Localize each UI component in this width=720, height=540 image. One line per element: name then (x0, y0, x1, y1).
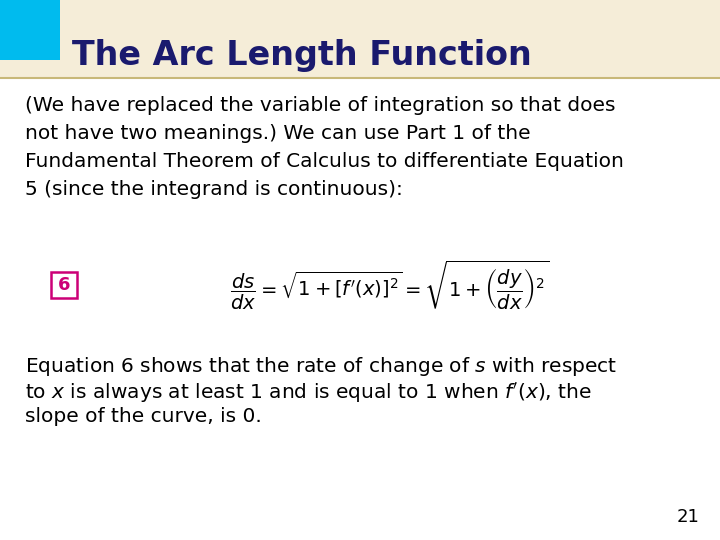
Text: The Arc Length Function: The Arc Length Function (72, 38, 532, 71)
FancyBboxPatch shape (0, 0, 60, 60)
Text: 5 (since the integrand is continuous):: 5 (since the integrand is continuous): (25, 180, 403, 199)
Text: not have two meanings.) We can use Part 1 of the: not have two meanings.) We can use Part … (25, 124, 531, 143)
Text: (We have replaced the variable of integration so that does: (We have replaced the variable of integr… (25, 96, 616, 115)
Text: slope of the curve, is 0.: slope of the curve, is 0. (25, 407, 262, 426)
Text: to $x$ is always at least 1 and is equal to 1 when $f'(x)$, the: to $x$ is always at least 1 and is equal… (25, 381, 592, 405)
FancyBboxPatch shape (51, 272, 77, 298)
Text: 6: 6 (58, 276, 71, 294)
Text: Equation 6 shows that the rate of change of $s$ with respect: Equation 6 shows that the rate of change… (25, 355, 617, 378)
Text: $\dfrac{ds}{dx} = \sqrt{1 + [f'(x)]^2} = \sqrt{1 + \left(\dfrac{dy}{dx}\right)^2: $\dfrac{ds}{dx} = \sqrt{1 + [f'(x)]^2} =… (230, 258, 549, 312)
FancyBboxPatch shape (0, 0, 720, 78)
Text: Fundamental Theorem of Calculus to differentiate Equation: Fundamental Theorem of Calculus to diffe… (25, 152, 624, 171)
Text: 21: 21 (677, 508, 700, 526)
